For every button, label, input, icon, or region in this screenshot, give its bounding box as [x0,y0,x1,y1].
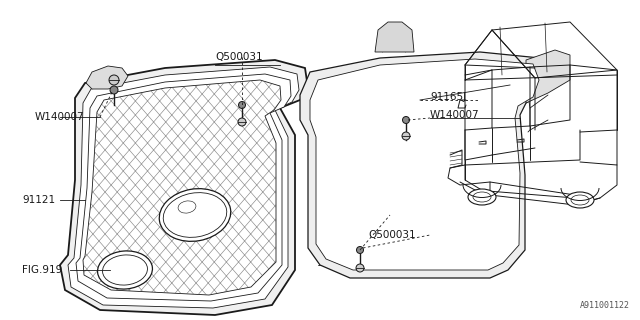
Polygon shape [76,74,291,301]
Ellipse shape [97,251,152,289]
Ellipse shape [159,189,231,241]
Text: Q500031: Q500031 [368,230,415,240]
Circle shape [238,118,246,126]
Ellipse shape [571,195,589,205]
Ellipse shape [163,193,227,237]
Ellipse shape [468,189,496,205]
Polygon shape [300,52,548,278]
Ellipse shape [178,201,196,213]
Polygon shape [526,50,570,103]
Ellipse shape [566,192,594,208]
Circle shape [356,246,364,253]
Circle shape [402,132,410,140]
Polygon shape [68,67,299,308]
Text: W140007: W140007 [35,112,84,122]
Circle shape [239,101,246,108]
Text: FIG.919: FIG.919 [22,265,62,275]
Text: W140007: W140007 [430,110,479,120]
Circle shape [109,75,119,85]
Text: Q500031: Q500031 [215,52,262,62]
Polygon shape [375,22,414,52]
Polygon shape [83,80,281,295]
Ellipse shape [102,255,147,285]
Text: 91165J: 91165J [430,92,466,102]
Circle shape [110,86,118,94]
Circle shape [403,116,410,124]
Circle shape [356,264,364,272]
Text: A911001122: A911001122 [580,301,630,310]
Polygon shape [86,66,128,89]
Text: 91121: 91121 [22,195,55,205]
Ellipse shape [473,192,491,202]
Polygon shape [310,59,539,270]
Polygon shape [60,60,308,315]
